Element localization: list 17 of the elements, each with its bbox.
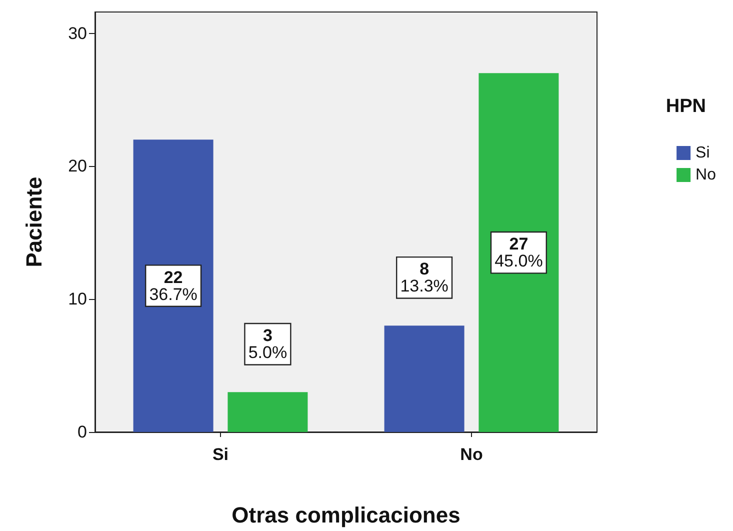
data-label: 27 45.0% bbox=[494, 234, 543, 271]
data-label: 22 36.7% bbox=[149, 268, 198, 304]
bar bbox=[228, 392, 308, 432]
bar bbox=[384, 326, 464, 432]
legend-label: No bbox=[696, 166, 716, 184]
y-axis-title: Paciente bbox=[22, 176, 46, 268]
x-axis-title: Otras complicaciones bbox=[232, 502, 460, 528]
y-tick-label: 20 bbox=[68, 156, 87, 176]
data-label: 3 5.0% bbox=[248, 326, 288, 362]
legend-label: Si bbox=[696, 144, 710, 162]
y-tick-label: 30 bbox=[68, 24, 87, 43]
bar bbox=[133, 140, 214, 432]
y-tick-label: 0 bbox=[78, 422, 87, 442]
legend-title: HPN bbox=[666, 96, 706, 117]
y-tick-label: 10 bbox=[68, 290, 87, 309]
bar bbox=[478, 73, 559, 432]
data-label: 8 13.3% bbox=[400, 260, 448, 296]
